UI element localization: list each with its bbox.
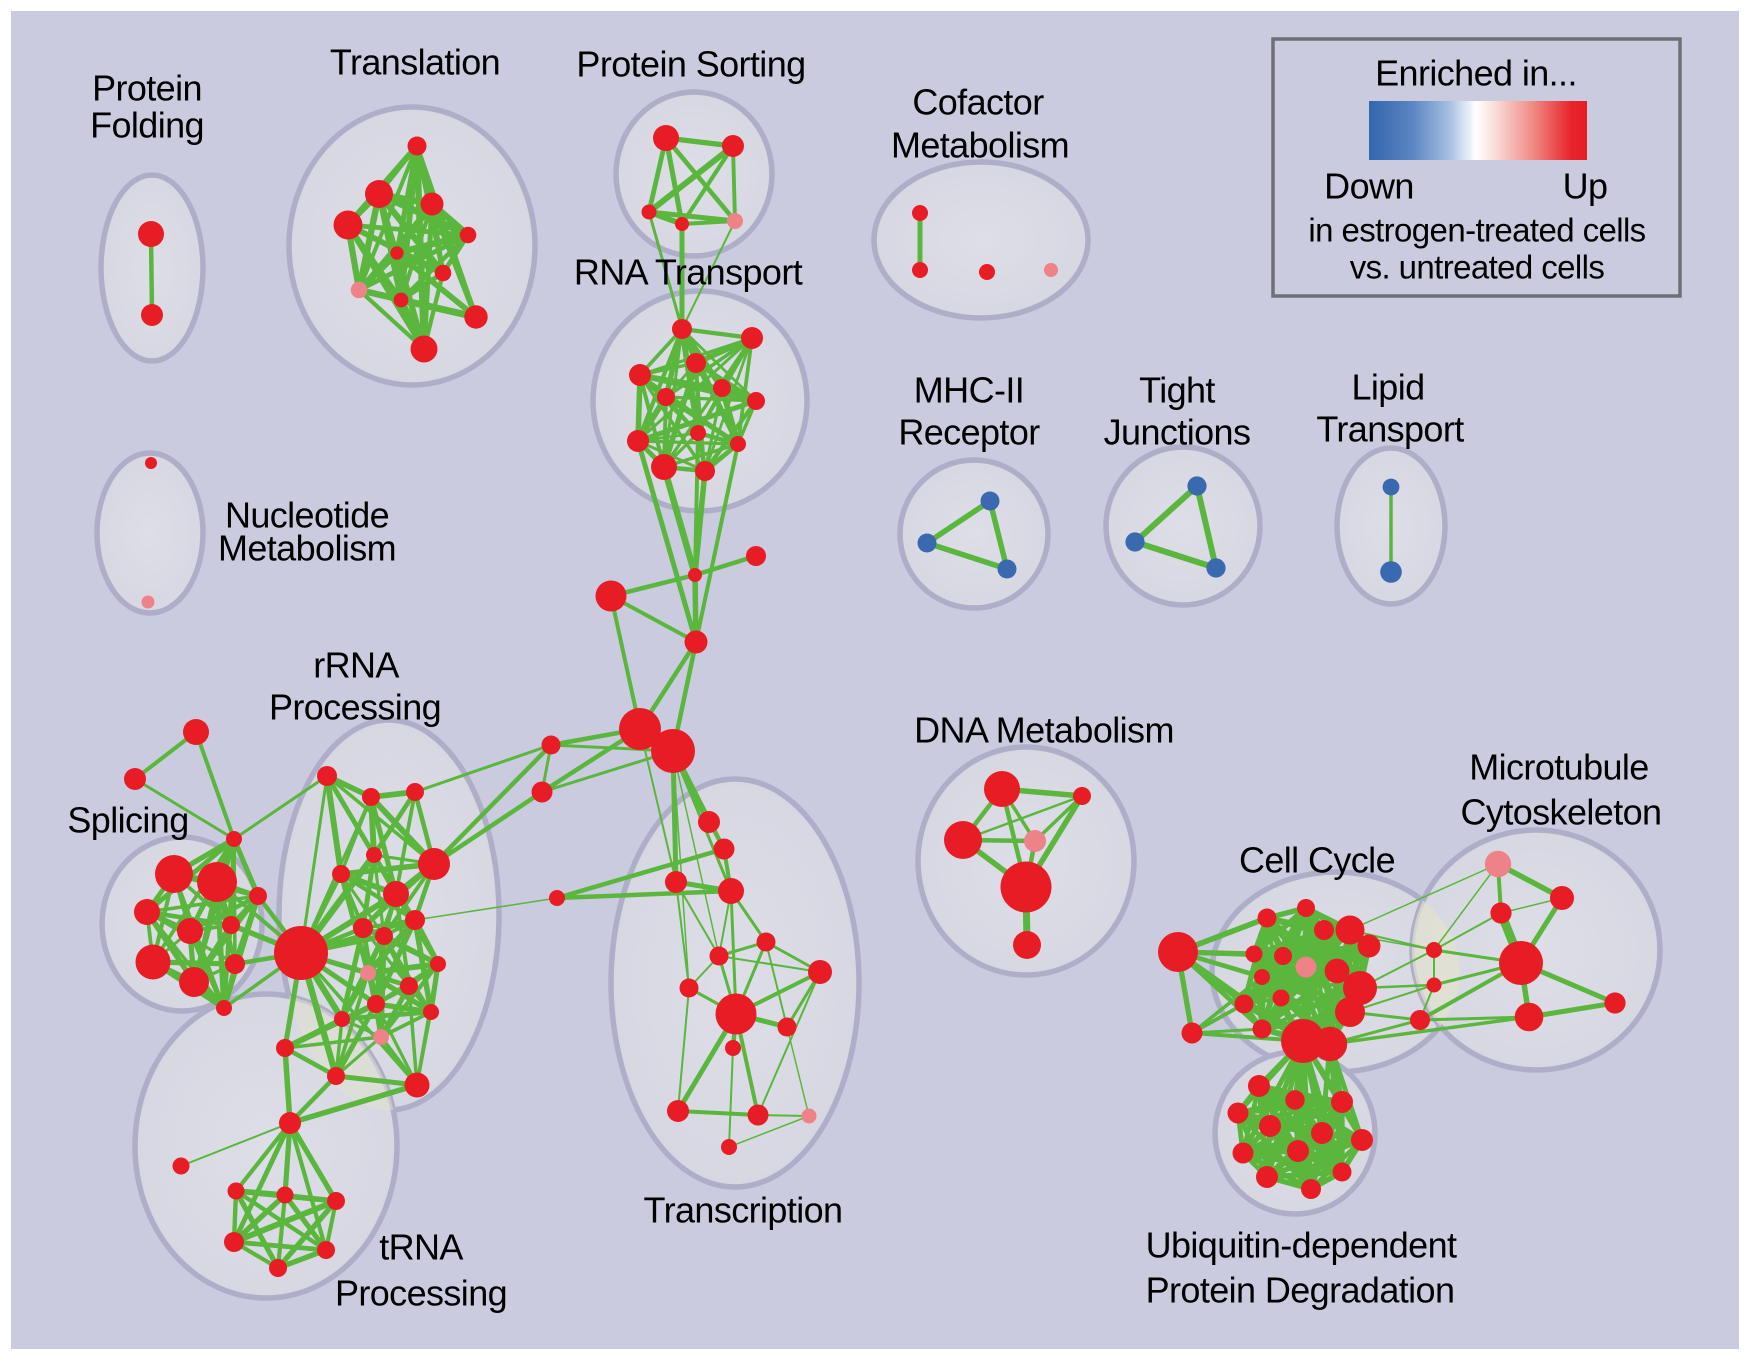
svg-text:Protein Sorting: Protein Sorting (576, 44, 805, 85)
svg-text:Cell Cycle: Cell Cycle (1239, 840, 1395, 881)
svg-text:Cytoskeleton: Cytoskeleton (1461, 792, 1662, 833)
svg-text:Splicing: Splicing (67, 800, 188, 841)
svg-text:Microtubule: Microtubule (1469, 747, 1648, 788)
svg-text:Translation: Translation (330, 42, 500, 83)
svg-text:Metabolism: Metabolism (891, 125, 1069, 166)
svg-text:Down: Down (1324, 166, 1414, 207)
svg-text:Enriched in...: Enriched in... (1375, 53, 1577, 94)
svg-text:Protein: Protein (92, 68, 202, 109)
svg-text:Processing: Processing (269, 687, 441, 728)
svg-text:Junctions: Junctions (1104, 412, 1251, 453)
svg-text:MHC-II: MHC-II (914, 370, 1024, 411)
svg-text:vs. untreated cells: vs. untreated cells (1350, 249, 1605, 286)
svg-text:Protein Degradation: Protein Degradation (1146, 1270, 1455, 1311)
svg-text:Tight: Tight (1139, 370, 1215, 411)
svg-text:Folding: Folding (90, 105, 204, 146)
svg-text:Processing: Processing (335, 1273, 507, 1314)
svg-text:Ubiquitin-dependent: Ubiquitin-dependent (1146, 1225, 1457, 1266)
svg-text:in estrogen-treated cells: in estrogen-treated cells (1308, 212, 1645, 249)
svg-text:RNA Transport: RNA Transport (574, 252, 803, 293)
svg-text:Cofactor: Cofactor (912, 82, 1044, 123)
svg-text:Lipid: Lipid (1351, 367, 1424, 408)
svg-text:tRNA: tRNA (379, 1227, 463, 1268)
svg-text:rRNA: rRNA (313, 645, 399, 686)
svg-text:Up: Up (1563, 166, 1608, 207)
svg-text:Nucleotide: Nucleotide (225, 495, 389, 536)
svg-text:Transcription: Transcription (644, 1190, 843, 1231)
svg-text:Metabolism: Metabolism (218, 528, 396, 569)
svg-text:Receptor: Receptor (898, 412, 1040, 453)
svg-text:Transport: Transport (1316, 409, 1464, 450)
svg-text:DNA Metabolism: DNA Metabolism (914, 710, 1174, 751)
